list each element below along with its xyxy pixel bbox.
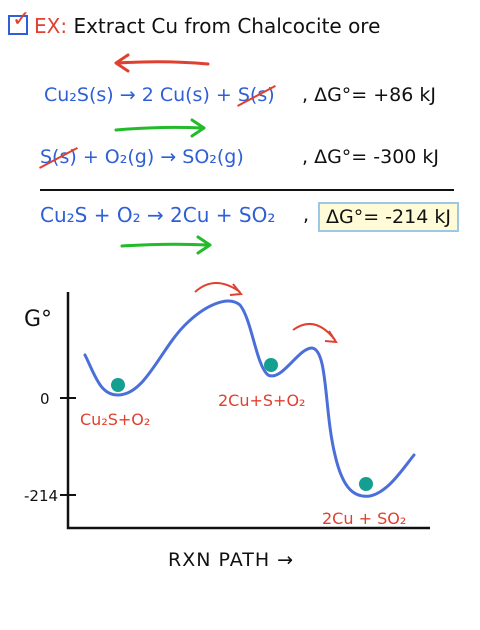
state-3-dot (359, 477, 373, 491)
example-title: ✓ EX: Extract Cu from Chalcocite ore (8, 9, 381, 38)
tick-zero-label: 0 (40, 390, 50, 408)
net-reaction-comma: , (303, 204, 310, 226)
right-arrow-icon (114, 118, 206, 138)
net-reaction: Cu₂S + O₂ → 2Cu + SO₂ (40, 203, 276, 227)
state-1-dot (111, 378, 125, 392)
curved-arrow-icon (194, 282, 243, 296)
reaction-1-lhs: Cu₂S(s) → 2 Cu(s) + (44, 84, 238, 106)
left-arrow-icon (114, 53, 210, 73)
axes (66, 292, 430, 530)
state-2-label: 2Cu+S+O₂ (218, 391, 305, 410)
reaction-2: S(s) + O₂(g) → SO₂(g) (40, 146, 244, 168)
sum-divider (40, 189, 454, 191)
reaction-2-rhs: + O₂(g) → SO₂(g) (76, 146, 244, 168)
tick-214-label: -214 (24, 487, 58, 505)
y-axis-label: G° (24, 307, 52, 332)
reaction-2-dg: , ΔG°= -300 kJ (302, 146, 440, 168)
state-2-dot (264, 358, 278, 372)
state-1-label: Cu₂S+O₂ (80, 410, 150, 429)
check-icon: ✓ (12, 7, 31, 32)
reaction-1: Cu₂S(s) → 2 Cu(s) + S(s) (44, 84, 275, 106)
energy-curve (83, 299, 416, 498)
checkbox-icon: ✓ (8, 9, 30, 35)
ex-label: EX: (34, 14, 68, 38)
x-axis-label: RXN PATH → (168, 549, 294, 571)
title-text: Extract Cu from Chalcocite ore (73, 14, 381, 38)
right-arrow-icon (120, 235, 212, 255)
net-dg-box: ΔG°= -214 kJ (318, 202, 459, 232)
curved-arrow-icon (292, 322, 338, 344)
reaction-1-dg: , ΔG°= +86 kJ (302, 84, 437, 106)
energy-diagram: G° 0 -214 Cu₂S+O₂ 2Cu+S+O₂ 2Cu + SO₂ RXN… (24, 282, 430, 571)
reaction-2-crossed: S(s) (40, 146, 77, 168)
reaction-1-crossed: S(s) (237, 84, 275, 106)
state-3-label: 2Cu + SO₂ (322, 509, 406, 528)
